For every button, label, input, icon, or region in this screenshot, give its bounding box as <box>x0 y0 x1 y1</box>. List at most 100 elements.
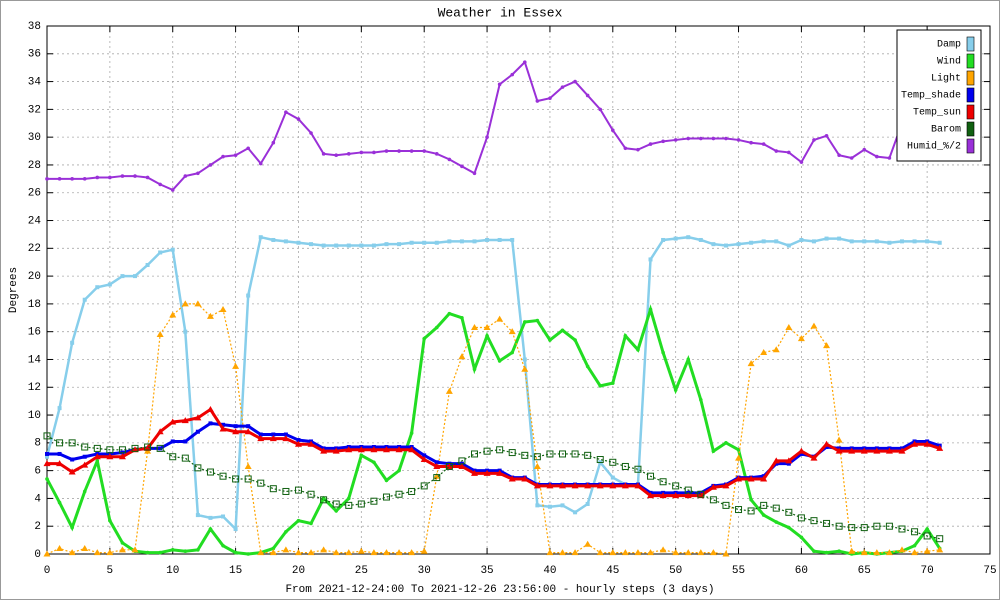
point <box>598 107 603 112</box>
point <box>772 346 780 353</box>
point <box>244 475 252 483</box>
x-axis-label: From 2021-12-24:00 To 2021-12-26 23:56:0… <box>285 584 714 596</box>
x-tick-label: 0 <box>44 565 51 577</box>
point <box>699 397 703 402</box>
point <box>384 478 389 483</box>
point <box>68 468 76 475</box>
point <box>194 464 202 472</box>
point <box>345 446 353 453</box>
point <box>672 482 680 490</box>
point <box>294 486 302 494</box>
point <box>521 475 529 482</box>
point <box>460 164 464 169</box>
point <box>823 519 831 527</box>
point <box>359 453 364 458</box>
point <box>722 501 730 509</box>
point <box>294 549 302 556</box>
point <box>785 324 793 331</box>
point <box>485 334 489 338</box>
point <box>346 152 351 156</box>
point <box>434 325 439 330</box>
point <box>470 324 478 331</box>
point <box>911 440 919 447</box>
point <box>208 515 213 520</box>
point <box>661 237 666 242</box>
point <box>434 152 439 156</box>
point <box>258 235 263 240</box>
point <box>434 240 439 245</box>
point <box>647 472 655 480</box>
point <box>483 447 491 455</box>
point <box>485 135 489 139</box>
point <box>181 417 189 424</box>
point <box>786 461 791 466</box>
point <box>321 152 326 156</box>
point <box>284 110 288 114</box>
point <box>647 549 655 556</box>
point <box>68 549 76 556</box>
point <box>585 364 590 369</box>
point <box>848 547 856 554</box>
legend-swatch <box>966 87 975 103</box>
point <box>95 459 100 463</box>
point <box>408 446 416 453</box>
point <box>546 482 554 489</box>
point <box>485 237 490 242</box>
point <box>269 435 277 442</box>
point <box>723 243 728 248</box>
point <box>420 482 428 490</box>
y-tick-label: 20 <box>28 271 41 283</box>
point <box>497 82 502 87</box>
point <box>43 460 51 467</box>
point <box>282 546 290 553</box>
point <box>785 457 793 464</box>
point <box>45 477 49 481</box>
point <box>936 546 944 553</box>
point <box>372 150 376 155</box>
point <box>82 454 87 459</box>
point <box>422 240 427 245</box>
point <box>233 526 238 531</box>
point <box>661 350 665 355</box>
point <box>144 443 152 451</box>
point <box>445 462 453 470</box>
point <box>508 475 516 482</box>
point <box>709 483 717 490</box>
y-tick-label: 26 <box>28 188 41 200</box>
point <box>873 447 881 454</box>
point <box>271 237 276 242</box>
point <box>219 472 227 480</box>
point <box>409 431 414 435</box>
point <box>384 242 389 247</box>
point <box>797 335 805 342</box>
point <box>799 160 804 164</box>
point <box>82 489 87 494</box>
y-tick-label: 8 <box>34 438 41 450</box>
x-tick-label: 35 <box>480 565 493 577</box>
point <box>422 149 427 153</box>
point <box>382 549 390 556</box>
point <box>106 453 114 460</box>
y-tick-label: 14 <box>28 354 42 366</box>
point <box>571 482 579 489</box>
point <box>309 242 314 247</box>
point <box>106 549 114 556</box>
point <box>458 462 466 469</box>
point <box>609 482 617 489</box>
point <box>722 550 730 557</box>
point <box>799 451 804 456</box>
point <box>145 550 150 555</box>
point <box>912 239 917 244</box>
x-tick-label: 10 <box>166 565 179 577</box>
point <box>772 504 780 512</box>
point <box>835 447 843 454</box>
point <box>246 146 250 151</box>
point <box>860 447 868 454</box>
y-tick-label: 34 <box>28 76 42 88</box>
point <box>133 174 137 178</box>
point <box>634 549 642 556</box>
point <box>346 243 351 248</box>
point <box>233 550 238 555</box>
point <box>95 175 100 180</box>
